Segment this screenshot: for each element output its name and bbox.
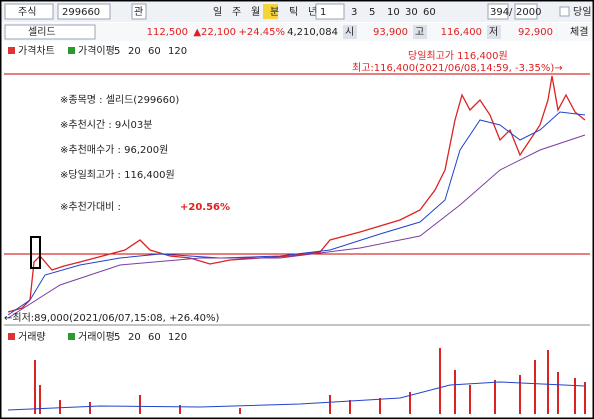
- low: 92,900: [518, 27, 553, 38]
- high: 116,400: [441, 27, 482, 38]
- watch: 관: [134, 6, 143, 18]
- price-title: 가격차트: [18, 44, 55, 57]
- period-highlight: [263, 4, 278, 19]
- gain: +20.56%: [180, 202, 230, 213]
- total: 2000: [516, 7, 541, 18]
- name-box: [4, 24, 96, 40]
- option-checkbox[interactable]: [559, 6, 570, 17]
- code: 299660: [62, 7, 100, 18]
- price: 112,500: [147, 27, 188, 38]
- period[interactable]: 틱: [289, 6, 298, 18]
- ma20-line: [7, 111, 586, 316]
- watch-button[interactable]: [131, 3, 147, 20]
- ma-period: 120: [168, 332, 187, 343]
- rate: +24.45%: [238, 27, 285, 38]
- quote-row: [2, 23, 592, 41]
- price-line: [7, 75, 586, 313]
- ma-label: 가격이평: [78, 44, 115, 57]
- info-line: ※당일최고가 : 116,400원: [60, 169, 175, 181]
- volume-title: 거래량: [18, 331, 46, 343]
- ma-period: 20: [128, 332, 141, 343]
- info-line: ※추천시간 : 9시03분: [60, 119, 152, 131]
- interval-select[interactable]: [315, 3, 345, 20]
- tab[interactable]: 체결: [570, 26, 588, 38]
- low-label: 저: [489, 26, 498, 38]
- total-input[interactable]: [514, 3, 538, 20]
- low-marker: ←최저:89,000(2021/06/07,15:08, +26.40%): [4, 312, 220, 324]
- open: 93,900: [373, 27, 408, 38]
- legend-icon: [68, 333, 75, 340]
- info-line: ※추천매수가 : 96,200원: [60, 144, 168, 156]
- count-input[interactable]: [487, 3, 509, 20]
- period[interactable]: 주: [232, 7, 241, 18]
- toolbar: [2, 2, 592, 22]
- buy-box: [30, 236, 41, 269]
- count: 394: [490, 7, 509, 18]
- minute[interactable]: 60: [423, 7, 436, 18]
- code-input[interactable]: [57, 3, 111, 20]
- label-box: [487, 25, 501, 39]
- open-label: 시: [345, 26, 354, 38]
- gain-label: ※추천가대비 :: [60, 201, 121, 213]
- interval: 1: [320, 7, 326, 18]
- minute[interactable]: 3: [351, 7, 357, 18]
- option: 당일: [573, 6, 591, 18]
- ma-period: 60: [148, 46, 161, 57]
- high-banner: 당일최고가 116,400원: [408, 50, 508, 62]
- minute[interactable]: 10: [387, 7, 400, 18]
- volume-ma: [7, 381, 586, 411]
- volume: 4,210,084: [287, 27, 338, 38]
- ma-period: 60: [148, 332, 161, 343]
- minute[interactable]: 5: [369, 7, 375, 18]
- info-line: ※종목명 : 셀리드(299660): [60, 94, 179, 106]
- legend-icon: [68, 47, 75, 54]
- ma-period: 5: [114, 332, 120, 343]
- high-marker: 최고:116,400(2021/06/08,14:59, -3.35%)→: [352, 62, 563, 74]
- label-box: [343, 25, 357, 39]
- legend-icon: [8, 333, 15, 340]
- high-label: 고: [415, 27, 424, 38]
- volume-ma-label: 거래이평: [78, 331, 115, 343]
- legend-icon: [8, 47, 15, 54]
- minute[interactable]: 30: [405, 7, 418, 18]
- market-select[interactable]: [4, 3, 54, 20]
- change: ▲22,100: [193, 27, 236, 38]
- slash: /: [509, 7, 513, 18]
- ma-period: 20: [128, 46, 141, 57]
- market: 주식: [18, 6, 36, 18]
- label-box: [413, 25, 427, 39]
- period[interactable]: 년: [308, 6, 317, 18]
- period[interactable]: 월: [251, 6, 260, 18]
- ma-period: 120: [168, 46, 187, 57]
- stock-name: 셀리드: [28, 26, 56, 38]
- period[interactable]: 분: [270, 6, 279, 18]
- ma-period: 5: [114, 46, 120, 57]
- period[interactable]: 일: [213, 6, 222, 18]
- volume-bars: [34, 348, 586, 414]
- ma120-line: [7, 134, 586, 319]
